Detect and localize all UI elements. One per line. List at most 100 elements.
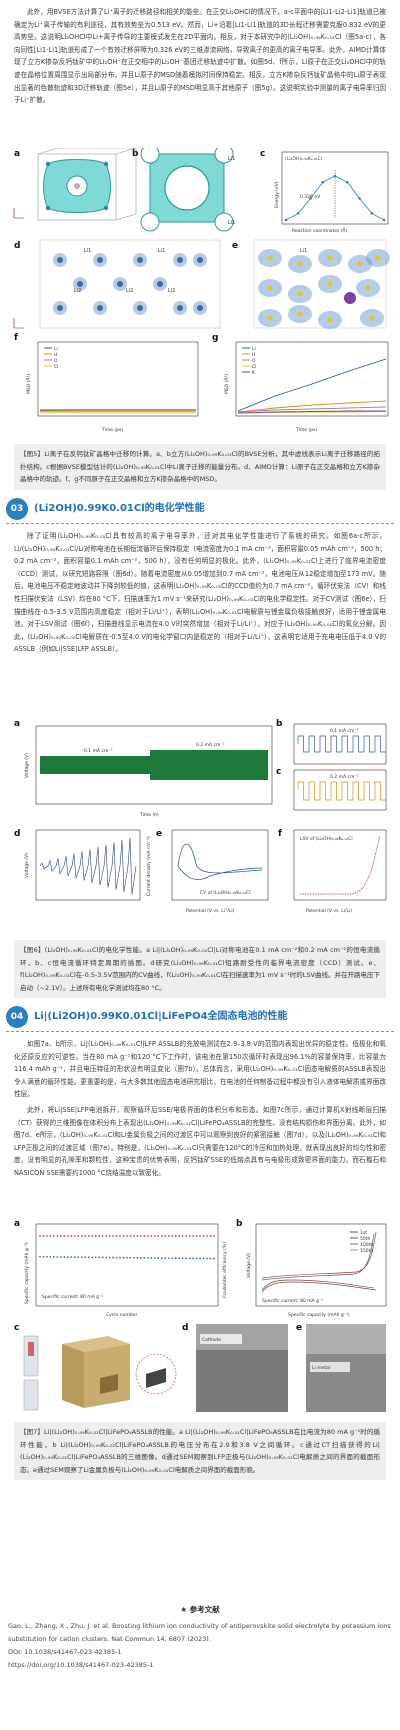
fig5-e-core [297, 291, 303, 297]
fig5-c-point [358, 197, 361, 200]
fig7-a-ce-point [98, 1235, 101, 1237]
fig6-e-xlabel: Potential (V vs. Li⁺/Li) [186, 908, 235, 914]
fig6-label-a: a [14, 719, 20, 729]
fig5-e-core [297, 311, 303, 317]
fig7-a-ce-point [209, 1235, 212, 1237]
fig7-a-capacity-point [129, 1256, 132, 1259]
fig5-c-point [333, 174, 337, 178]
fig7-a-capacity-point [185, 1257, 188, 1260]
figure-7-caption: 【图7】Li|(Li₂OH)₀.₉₉K₀.₀₁Cl|LiFePO₄ASSLB的性… [14, 1422, 386, 1480]
fig6-panel-c: c 0.2 mA cm⁻² [276, 767, 387, 811]
fig5-e-core [327, 255, 333, 261]
electrochem-paragraph: 除了证明(Li₂OH)₀.₉₉K₀.₀₁Cl具有较高的离子电导率外，还对其电化学… [14, 532, 386, 654]
fig5-c-energy-annotation: 0.326 eV [300, 194, 321, 200]
fig7-a-capacity-point [49, 1256, 52, 1258]
fig7-b-legend-label: 50th [360, 1236, 370, 1242]
fig7-a-ce-point [108, 1235, 111, 1237]
fig5-f-legend-label: Li [54, 346, 58, 352]
fig7-a-capacity-point [160, 1257, 163, 1259]
fig5-g-line-o [237, 406, 387, 413]
fig7-a-capacity-point [209, 1257, 212, 1260]
fig7-b-legend-label: 100th [360, 1242, 373, 1248]
fig6-a-label-02: 0.2 mA cm⁻² [196, 742, 225, 748]
fig7-a-capacity-point [66, 1256, 69, 1258]
fig6-d-ccd-curve [39, 837, 137, 895]
fig7-a-capacity-point [188, 1257, 191, 1260]
fig7-a-capacity-point [112, 1256, 114, 1259]
fig5-c-point [321, 180, 325, 184]
fig7-a-ce-point [171, 1235, 174, 1237]
section-04-title: Li|(Li2OH)0.99K0.01Cl|LiFePO4全固态电池的性能 [34, 1011, 288, 1022]
fig7-label-a: a [14, 1219, 20, 1229]
figure-5: a b Li1 Li1 c (Li₂OH)₀.₉₉K₀.₀₁Cl 0.326 e… [13, 148, 390, 433]
fig7-a-capacity-point [87, 1256, 90, 1259]
fig7-a-ce-point [122, 1235, 125, 1237]
fig7-label-d: d [182, 1323, 188, 1333]
fig7-a-ce-point [188, 1235, 191, 1237]
references-star-left: ★ [180, 1605, 190, 1614]
fig7-panel-e: e Li metal [296, 1323, 386, 1412]
fig5-d-li-core [77, 281, 83, 287]
fig7-label-c: c [14, 1323, 19, 1333]
fig7-a-capacity-point [122, 1256, 125, 1259]
fig6-c-waveform [297, 781, 386, 801]
fig7-a-capacity-point [119, 1256, 121, 1259]
reference-link[interactable]: https://doi.org/10.1038/s41467-023-42385… [8, 1661, 154, 1669]
fig5-d-li-core [157, 281, 163, 287]
fig7-a-ce-point [91, 1235, 94, 1237]
fig7-a-ce-point [70, 1235, 73, 1237]
fig5-e-trajectories [258, 249, 390, 329]
fig7-a-capacity-point [126, 1256, 128, 1259]
fig5-label-e: e [232, 241, 238, 251]
fig5-d-li-core [137, 305, 143, 311]
fig7-a-ce-point [160, 1235, 163, 1237]
fig7-a-capacity-point [98, 1256, 101, 1259]
fig7-a-ce-point [136, 1235, 139, 1237]
fig7-a-capacity-point [174, 1257, 177, 1260]
fig5-d-li1-right: Li1 [158, 248, 165, 254]
fig5-label-a: a [14, 149, 20, 159]
fig7-a-capacity-point [80, 1256, 83, 1259]
section-03-divider [6, 522, 394, 524]
fig7-panel-d: d Cathode [182, 1323, 288, 1412]
fig5-panel-a: a [13, 148, 137, 221]
fig7-b-legend-label: 1st [360, 1230, 367, 1236]
fig7-a-capacity-point [73, 1256, 76, 1259]
battery-paragraph: 如图7a、b所示，Li|(Li₂OH)₀.₉₉K₀.₀₁Cl|LFP ASSLB… [14, 1040, 386, 1099]
fig7-a-capacity-point [143, 1256, 146, 1259]
fig5-d-li-core [57, 305, 63, 311]
fig7-a-ce-point [199, 1235, 201, 1237]
fig7-a-ce-point [129, 1235, 132, 1237]
fig5-d-li-core [177, 305, 183, 311]
fig7-a-ce-point [213, 1235, 215, 1237]
fig7-a-ce-point [39, 1235, 41, 1237]
fig5-d-li2-b: Li2 [126, 288, 133, 294]
figure-5-caption: 【图5】Li离子在反钙钛矿晶格中迁移的计算。a、b立方(Li₂OH)₀.₉₉K₀… [14, 444, 386, 490]
reference-citation: Gao, L., Zhang, X., Zhu, J. et al. Boost… [8, 1622, 391, 1643]
fig7-a-ce-point [126, 1235, 128, 1237]
fig7-a-capacity-point [133, 1256, 135, 1259]
fig7-a-note: Specific current: 80 mA g⁻¹ [42, 1294, 103, 1300]
figure-6: a 0.1 mA cm⁻² 0.2 mA cm⁻² Voltage (V) Ti… [14, 719, 387, 914]
fig7-a-capacity-point [140, 1256, 142, 1259]
fig6-a-ylabel: Voltage (V) [24, 753, 30, 778]
fig7-a-ce-point [66, 1235, 69, 1237]
references-block: Gao, L., Zhang, X., Zhu, J. et al. Boost… [8, 1620, 392, 1672]
fig7-a-ce-point [101, 1235, 104, 1237]
fig7-a-capacity-point [171, 1257, 174, 1260]
fig7-a-capacity-point [53, 1256, 55, 1258]
fig6-f-lsv-label: LSV of (Li₂OH)₀.₉₉K₀.₀₁Cl [300, 836, 353, 842]
fig7-a-capacity-point [150, 1257, 153, 1259]
fig7-a-capacity-point [77, 1256, 80, 1259]
fig7-a-ce-point [73, 1235, 76, 1237]
fig7-a-ce-point [42, 1235, 45, 1237]
fig5-label-d: d [14, 241, 20, 251]
fig6-c-label: 0.2 mA cm⁻² [330, 774, 359, 780]
fig5-panel-e: e Li1 [232, 239, 390, 329]
fig6-label-b: b [276, 719, 283, 729]
fig7-a-ce-point [115, 1235, 118, 1237]
fig6-b-waveform [297, 735, 386, 753]
